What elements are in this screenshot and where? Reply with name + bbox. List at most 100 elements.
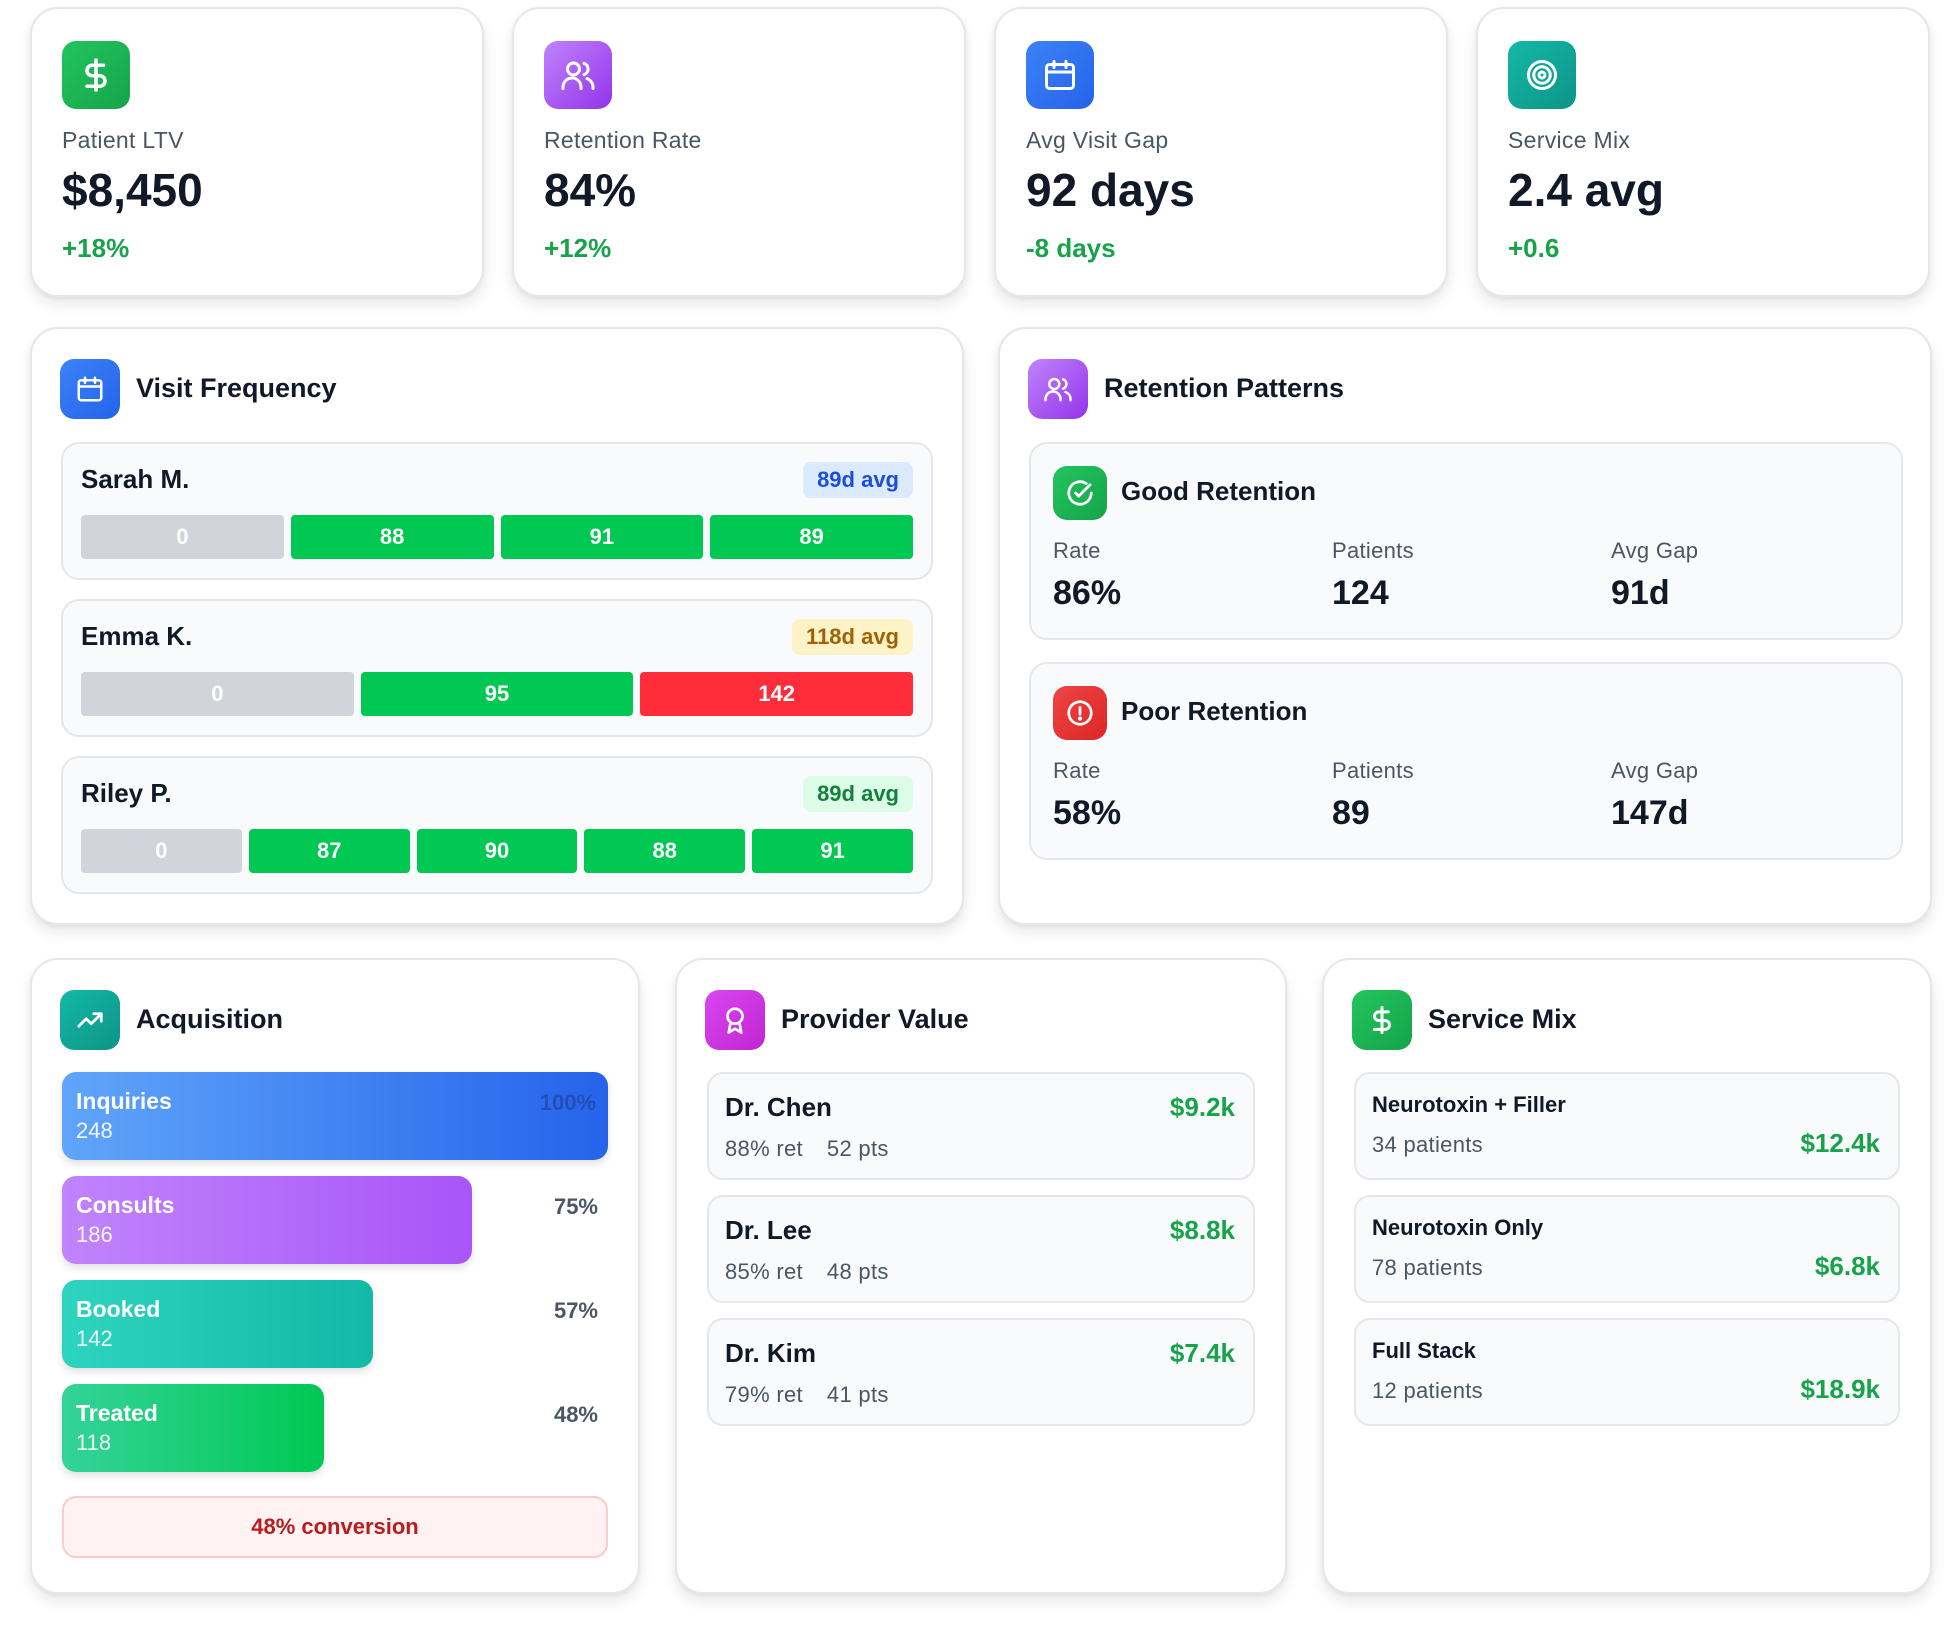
funnel-stage-consults[interactable]: Consults 186 [62, 1176, 472, 1264]
award-icon [705, 990, 765, 1050]
visit-gap-timeline: 0 95 142 [81, 672, 914, 716]
service-row[interactable]: Neurotoxin Only 78 patients $6.8k [1354, 1195, 1900, 1303]
users-icon [544, 41, 612, 109]
visit-gap-segment: 87 [248, 829, 410, 873]
service-value: $6.8k [1814, 1251, 1880, 1281]
avg-gap-badge: 89d avg [803, 462, 913, 498]
acquisition-card: Acquisition Inquiries 248 100% Consults … [30, 958, 640, 1594]
provider-value: $8.8k [1169, 1215, 1235, 1245]
patient-visit-row[interactable]: Riley P. 89d avg 0 87 90 88 91 [61, 756, 933, 894]
metric-value: 147d [1611, 794, 1689, 832]
service-patients: 12 patients [1372, 1378, 1483, 1403]
service-name: Full Stack [1372, 1338, 1476, 1363]
target-icon [1508, 41, 1576, 109]
service-value: $12.4k [1800, 1128, 1880, 1158]
stat-card-patient-ltv: Patient LTV $8,450 +18% [30, 7, 484, 297]
provider-patients: 52 pts [826, 1136, 889, 1161]
metric-value: 58% [1053, 794, 1122, 832]
service-name: Neurotoxin + Filler [1372, 1092, 1566, 1117]
retention-patterns-card: Retention Patterns Good Retention Rate 8… [998, 327, 1932, 925]
provider-value-card: Provider Value Dr. Chen $9.2k 88% ret 52 … [675, 958, 1287, 1594]
funnel-stage-booked[interactable]: Booked 142 [62, 1280, 373, 1368]
provider-name: Dr. Lee [725, 1215, 812, 1245]
service-row[interactable]: Neurotoxin + Filler 34 patients $12.4k [1354, 1072, 1900, 1180]
patient-visit-row[interactable]: Emma K. 118d avg 0 95 142 [61, 599, 933, 737]
provider-row[interactable]: Dr. Kim $7.4k 79% ret 41 pts [707, 1318, 1255, 1426]
card-title: Retention Patterns [1104, 373, 1345, 403]
visit-gap-segment: 91 [752, 829, 913, 873]
funnel-stage-count: 142 [76, 1326, 113, 1351]
service-value: $18.9k [1800, 1374, 1880, 1404]
alert-circle-icon [1053, 686, 1107, 740]
stat-value: $8,450 [62, 164, 203, 216]
stat-change: +12% [544, 233, 612, 263]
funnel-stage-count: 248 [76, 1118, 113, 1143]
metric-label: Avg Gap [1611, 758, 1699, 783]
stat-value: 2.4 avg [1508, 164, 1664, 216]
provider-row[interactable]: Dr. Chen $9.2k 88% ret 52 pts [707, 1072, 1255, 1180]
provider-retention: 88% ret [725, 1136, 803, 1161]
users-icon [1028, 359, 1088, 419]
provider-patients: 41 pts [826, 1382, 889, 1407]
visit-frequency-card: Visit Frequency Sarah M. 89d avg 0 88 91 89… [30, 327, 964, 925]
patient-name: Emma K. [81, 621, 193, 651]
retention-patients: Patients 89 [1332, 758, 1414, 833]
funnel-stage-pct: 57% [553, 1298, 598, 1323]
provider-row[interactable]: Dr. Lee $8.8k 85% ret 48 pts [707, 1195, 1255, 1303]
retention-rate: Rate 58% [1053, 758, 1121, 833]
dollar-icon [1352, 990, 1412, 1050]
patient-name: Sarah M. [81, 464, 190, 494]
card-title: Service Mix [1428, 1004, 1577, 1034]
provider-name: Dr. Kim [725, 1338, 817, 1368]
avg-gap-badge: 118d avg [792, 619, 913, 655]
conversion-summary: 48% conversion [62, 1496, 608, 1558]
stat-value: 92 days [1026, 164, 1195, 216]
retention-group-title: Poor Retention [1121, 696, 1308, 726]
provider-value: $9.2k [1169, 1092, 1235, 1122]
provider-name: Dr. Chen [725, 1092, 832, 1122]
provider-meta: 85% ret 48 pts [725, 1259, 889, 1285]
stat-label: Avg Visit Gap [1026, 127, 1169, 153]
visit-gap-segment: 89 [710, 515, 913, 559]
service-row[interactable]: Full Stack 12 patients $18.9k [1354, 1318, 1900, 1426]
retention-group-title: Good Retention [1121, 476, 1316, 506]
service-patients: 78 patients [1372, 1255, 1483, 1280]
provider-meta: 88% ret 52 pts [725, 1136, 889, 1162]
stat-card-service-mix: Service Mix 2.4 avg +0.6 [1476, 7, 1930, 297]
visit-gap-segment: 95 [360, 672, 634, 716]
patient-visit-row[interactable]: Sarah M. 89d avg 0 88 91 89 [61, 442, 933, 580]
metric-label: Avg Gap [1611, 538, 1699, 563]
stat-label: Patient LTV [62, 127, 184, 153]
funnel-stage-name: Treated [76, 1400, 158, 1426]
metric-label: Rate [1053, 758, 1101, 783]
stat-change: +18% [62, 233, 130, 263]
funnel-stage-name: Booked [76, 1296, 161, 1322]
metric-value: 91d [1611, 574, 1670, 612]
funnel-stage-treated[interactable]: Treated 118 [62, 1384, 324, 1472]
retention-avg-gap: Avg Gap 91d [1611, 538, 1698, 613]
stat-change: +0.6 [1508, 233, 1560, 263]
provider-retention: 85% ret [725, 1259, 803, 1284]
metric-label: Rate [1053, 538, 1101, 563]
visit-gap-segment: 90 [416, 829, 578, 873]
retention-rate: Rate 86% [1053, 538, 1121, 613]
retention-group-good[interactable]: Good Retention Rate 86% Patients 124 Avg… [1029, 442, 1903, 640]
retention-avg-gap: Avg Gap 147d [1611, 758, 1698, 833]
card-title: Acquisition [136, 1004, 283, 1034]
provider-value: $7.4k [1169, 1338, 1235, 1368]
funnel-stage-pct: 100% [539, 1090, 596, 1115]
metric-value: 89 [1332, 794, 1370, 832]
funnel-stage-inquiries[interactable]: Inquiries 248 [62, 1072, 608, 1160]
funnel-stage-count: 186 [76, 1222, 113, 1247]
check-circle-icon [1053, 466, 1107, 520]
funnel-stage-pct: 48% [553, 1402, 598, 1427]
metric-label: Patients [1332, 538, 1414, 563]
stat-card-avg-visit-gap: Avg Visit Gap 92 days -8 days [994, 7, 1448, 297]
service-name: Neurotoxin Only [1372, 1215, 1544, 1240]
metric-value: 124 [1332, 574, 1389, 612]
funnel-stage-pct: 75% [553, 1194, 598, 1219]
visit-gap-segment: 142 [640, 672, 914, 716]
metric-label: Patients [1332, 758, 1414, 783]
retention-group-poor[interactable]: Poor Retention Rate 58% Patients 89 Avg … [1029, 662, 1903, 860]
visit-gap-timeline: 0 88 91 89 [81, 515, 913, 559]
